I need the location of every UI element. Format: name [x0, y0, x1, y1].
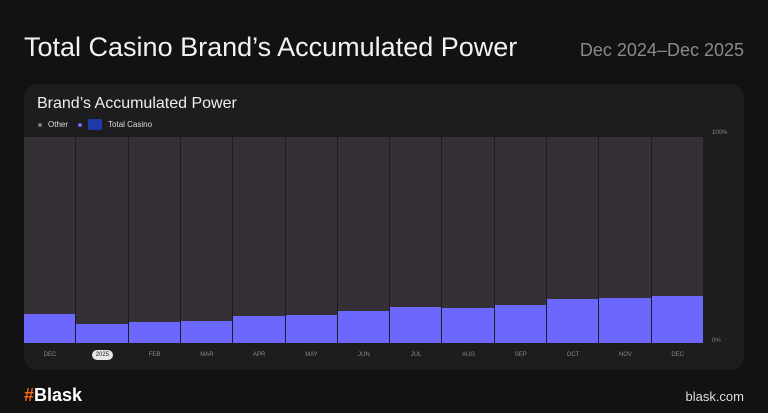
x-tick-label: OCT — [566, 352, 580, 358]
bar-total-casino — [494, 305, 547, 343]
bar-other — [76, 137, 128, 343]
bar-total-casino — [233, 316, 285, 343]
y-tick-0: 0% — [712, 338, 721, 344]
legend-total-casino: Total Casino — [108, 120, 153, 129]
legend-other: Other — [48, 120, 69, 129]
blask-logo: #Blask — [24, 385, 83, 405]
bar-other — [233, 137, 285, 343]
bar-other — [24, 137, 76, 343]
bar-other — [390, 137, 442, 343]
bar-total-casino — [390, 306, 442, 343]
x-tick-label: AUG — [461, 352, 475, 358]
site-link[interactable]: blask.com — [685, 389, 744, 404]
bar-total-casino — [599, 298, 651, 343]
x-tick-label: NOV — [618, 352, 632, 358]
bar-other — [337, 137, 390, 343]
x-tick-label: JUL — [410, 352, 422, 358]
bar-other — [651, 137, 703, 343]
bar-total-casino — [285, 314, 337, 343]
bar-other — [180, 137, 233, 343]
bar-total-casino — [180, 320, 233, 343]
x-tick-label: DEC — [43, 352, 57, 358]
bar-total-casino — [442, 307, 494, 343]
bar-other — [285, 137, 337, 343]
chart-card: Brand’s Accumulated Power Other Total Ca… — [24, 84, 744, 370]
legend-total-casino-dot — [78, 122, 83, 127]
date-range: Dec 2024–Dec 2025 — [579, 40, 744, 60]
legend: Other Total Casino — [38, 119, 152, 130]
bar-other — [128, 137, 180, 343]
x-tick-label: MAR — [200, 352, 214, 358]
bar-total-casino — [24, 314, 76, 343]
legend-other-dot — [38, 122, 42, 127]
bar-total-casino — [128, 322, 180, 343]
x-tick-label: JUN — [358, 352, 370, 358]
x-tick-label: 2025 — [76, 350, 128, 360]
bar-total-casino — [76, 324, 128, 343]
bar-other — [599, 137, 651, 343]
bar-other — [442, 137, 494, 343]
x-tick-label: FEB — [148, 352, 161, 358]
bar-total-casino — [337, 311, 390, 343]
x-tick-label: APR — [253, 352, 266, 358]
bar-other — [494, 137, 547, 343]
chart-title: Brand’s Accumulated Power — [37, 95, 237, 112]
y-tick-100: 100% — [712, 130, 728, 136]
plot-area — [24, 137, 704, 343]
x-tick-label: MAY — [305, 352, 318, 358]
page-title: Total Casino Brand’s Accumulated Power — [24, 32, 518, 62]
bar-total-casino — [547, 298, 599, 343]
x-tick-label: SEP — [514, 352, 527, 358]
total-casino-logo-icon — [88, 119, 103, 130]
bar-total-casino — [651, 296, 703, 343]
x-tick-label: DEC — [671, 352, 685, 358]
bar-other — [547, 137, 599, 343]
